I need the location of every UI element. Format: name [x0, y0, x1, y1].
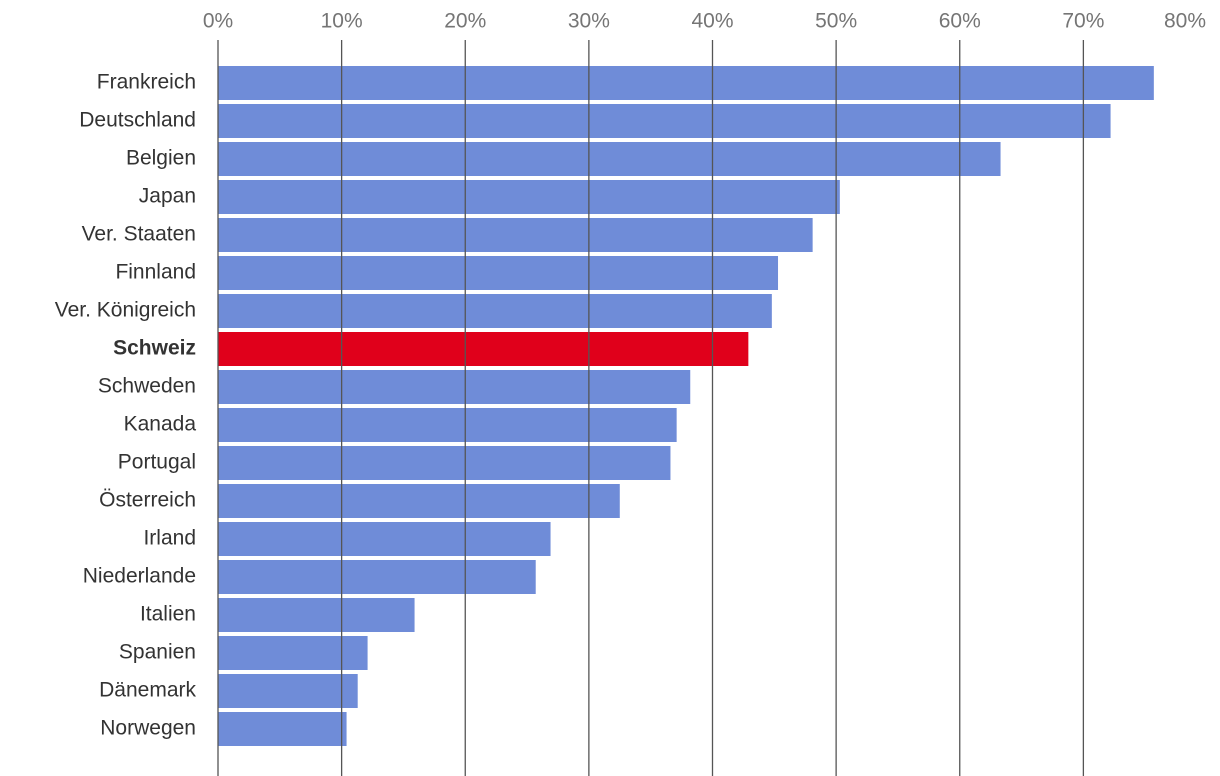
- bar: [218, 484, 620, 518]
- y-tick-label: Schweiz: [113, 337, 196, 360]
- bar: [218, 218, 813, 252]
- x-tick-label: 80%: [1164, 10, 1206, 33]
- bar: [218, 332, 749, 366]
- bar: [218, 636, 368, 670]
- y-tick-label: Deutschland: [79, 109, 196, 132]
- x-tick-label: 30%: [568, 10, 610, 33]
- x-tick-label: 40%: [691, 10, 733, 33]
- y-tick-label: Schweden: [98, 375, 196, 398]
- x-tick-label: 0%: [203, 10, 233, 33]
- y-tick-label: Irland: [143, 527, 196, 550]
- bar: [218, 294, 772, 328]
- bar: [218, 142, 1001, 176]
- y-tick-label: Spanien: [119, 641, 196, 664]
- y-tick-label: Portugal: [118, 451, 196, 474]
- x-tick-label: 70%: [1062, 10, 1104, 33]
- y-tick-label: Italien: [140, 603, 196, 626]
- bar: [218, 104, 1111, 138]
- bar: [218, 712, 347, 746]
- bar: [218, 66, 1154, 100]
- bar: [218, 674, 358, 708]
- y-tick-label: Japan: [139, 185, 196, 208]
- bar: [218, 446, 671, 480]
- y-tick-label: Niederlande: [83, 565, 196, 588]
- y-tick-label: Ver. Königreich: [55, 299, 196, 322]
- y-tick-label: Österreich: [99, 489, 196, 512]
- y-tick-label: Finnland: [115, 261, 196, 284]
- y-tick-label: Belgien: [126, 147, 196, 170]
- x-tick-label: 50%: [815, 10, 857, 33]
- x-tick-label: 20%: [444, 10, 486, 33]
- bar: [218, 180, 840, 214]
- x-tick-label: 10%: [321, 10, 363, 33]
- y-tick-label: Ver. Staaten: [82, 223, 196, 246]
- x-tick-label: 60%: [939, 10, 981, 33]
- bar: [218, 522, 551, 556]
- y-tick-label: Frankreich: [97, 71, 196, 94]
- bar: [218, 598, 415, 632]
- y-tick-label: Norwegen: [100, 717, 196, 740]
- bar: [218, 256, 779, 290]
- bar: [218, 408, 677, 442]
- y-tick-label: Kanada: [124, 413, 197, 436]
- bar: [218, 370, 691, 404]
- y-tick-label: Dänemark: [99, 679, 196, 702]
- bar: [218, 560, 536, 594]
